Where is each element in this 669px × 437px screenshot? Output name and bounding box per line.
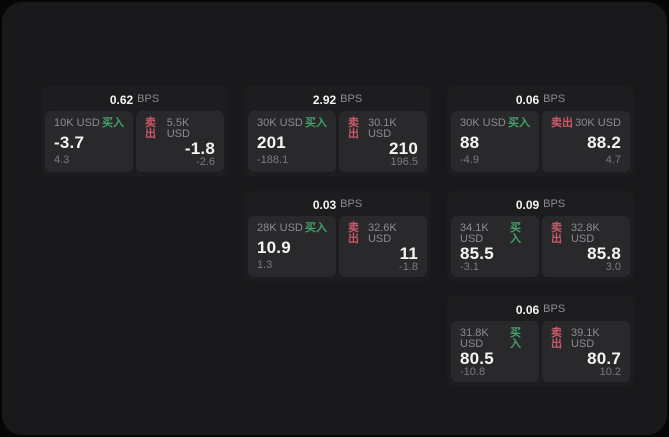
quote-body: 30K USD 买入 201 -188.1 卖出 30.1K USD 210 1… <box>244 111 431 176</box>
spread-header: 2.92 BPS <box>244 86 431 111</box>
spread-header: 0.06 BPS <box>447 86 634 111</box>
sell-price: 80.7 <box>587 349 621 368</box>
buy-sub-value: -10.8 <box>460 366 486 378</box>
quote-card: 0.09 BPS 34.1K USD 买入 85.5 -3.1 卖出 32.8K… <box>447 191 634 281</box>
buy-size-label: 31.8K USD <box>460 327 489 350</box>
spread-value: 2.92 <box>312 92 337 107</box>
sell-size-label: 30K USD <box>575 117 621 129</box>
quote-body: 30K USD 买入 88 -4.9 卖出 30K USD 88.2 4.7 <box>447 111 634 176</box>
sell-side-label: 卖出 <box>348 117 359 140</box>
sell-sub-value: -2.6 <box>196 156 215 168</box>
buy-size-label: 30K USD <box>257 117 303 129</box>
buy-quote-pane[interactable]: 30K USD 买入 201 -188.1 <box>248 111 336 172</box>
sell-size-label: 32.6K USD <box>367 222 397 245</box>
buy-side-label: 买入 <box>102 117 124 129</box>
sell-sub-value: 10.2 <box>599 366 621 378</box>
spread-value: 0.03 <box>312 197 337 212</box>
sell-price: 210 <box>389 139 418 158</box>
sell-sub-value: 3.0 <box>605 261 621 273</box>
buy-price: -3.7 <box>54 132 85 152</box>
spread-value: 0.06 <box>515 302 540 317</box>
buy-size-label: 30K USD <box>460 117 506 129</box>
sell-quote-pane[interactable]: 卖出 30.1K USD 210 196.5 <box>339 111 427 172</box>
sell-size-label: 5.5K USD <box>166 117 190 140</box>
quote-card: 0.06 BPS 31.8K USD 买入 80.5 -10.8 卖出 39.1… <box>447 296 634 386</box>
sell-side-label: 卖出 <box>551 327 562 350</box>
buy-quote-pane[interactable]: 28K USD 买入 10.9 1.3 <box>248 216 336 277</box>
buy-side-label: 买入 <box>508 117 530 129</box>
sell-price: 85.8 <box>587 244 621 263</box>
sell-price: 88.2 <box>587 132 621 152</box>
buy-sub-value: -188.1 <box>257 154 289 166</box>
spread-unit-label: BPS <box>543 303 566 315</box>
spread-value: 0.06 <box>515 92 540 107</box>
sell-sub-value: 4.7 <box>605 154 621 166</box>
buy-side-label: 买入 <box>305 117 327 129</box>
spread-unit-label: BPS <box>340 93 363 105</box>
buy-quote-pane[interactable]: 31.8K USD 买入 80.5 -10.8 <box>451 321 539 382</box>
buy-price: 10.9 <box>257 237 291 257</box>
buy-size-label: 28K USD <box>257 222 303 234</box>
buy-quote-pane[interactable]: 10K USD 买入 -3.7 4.3 <box>45 111 133 172</box>
sell-price: -1.8 <box>184 139 215 158</box>
quote-body: 10K USD 买入 -3.7 4.3 卖出 5.5K USD -1.8 -2.… <box>41 111 228 176</box>
spread-header: 0.06 BPS <box>447 296 634 321</box>
quote-body: 31.8K USD 买入 80.5 -10.8 卖出 39.1K USD 80.… <box>447 321 634 386</box>
buy-side-label: 买入 <box>305 222 327 234</box>
quote-card: 0.06 BPS 30K USD 买入 88 -4.9 卖出 30K USD 8… <box>447 86 634 176</box>
spread-header: 0.09 BPS <box>447 191 634 216</box>
sell-size-label: 32.8K USD <box>570 222 600 245</box>
spread-value: 0.09 <box>515 197 540 212</box>
quote-card: 2.92 BPS 30K USD 买入 201 -188.1 卖出 30.1K … <box>244 86 431 176</box>
sell-price: 11 <box>399 244 418 263</box>
spread-unit-label: BPS <box>543 198 566 210</box>
quote-card: 0.03 BPS 28K USD 买入 10.9 1.3 卖出 32.6K US… <box>244 191 431 281</box>
quote-body: 34.1K USD 买入 85.5 -3.1 卖出 32.8K USD 85.8… <box>447 216 634 281</box>
quote-body: 28K USD 买入 10.9 1.3 卖出 32.6K USD 11 -1.8 <box>244 216 431 281</box>
buy-quote-pane[interactable]: 30K USD 买入 88 -4.9 <box>451 111 539 172</box>
spread-value: 0.62 <box>109 92 134 107</box>
sell-quote-pane[interactable]: 卖出 32.8K USD 85.8 3.0 <box>542 216 630 277</box>
sell-quote-pane[interactable]: 卖出 39.1K USD 80.7 10.2 <box>542 321 630 382</box>
buy-sub-value: 1.3 <box>257 259 273 271</box>
buy-size-label: 34.1K USD <box>460 222 489 245</box>
sell-side-label: 卖出 <box>145 117 156 140</box>
sell-quote-pane[interactable]: 卖出 5.5K USD -1.8 -2.6 <box>136 111 224 172</box>
quote-card: 0.62 BPS 10K USD 买入 -3.7 4.3 卖出 5.5K USD… <box>41 86 228 176</box>
buy-price: 85.5 <box>460 244 494 263</box>
sell-sub-value: -1.8 <box>399 261 418 273</box>
sell-side-label: 卖出 <box>348 222 359 245</box>
buy-price: 201 <box>257 132 286 152</box>
buy-side-label: 买入 <box>510 327 522 350</box>
sell-side-label: 卖出 <box>551 222 562 245</box>
buy-price: 88 <box>460 132 480 152</box>
sell-size-label: 39.1K USD <box>570 327 600 350</box>
sell-size-label: 30.1K USD <box>367 117 397 140</box>
buy-price: 80.5 <box>460 349 494 368</box>
spread-header: 0.62 BPS <box>41 86 228 111</box>
spread-unit-label: BPS <box>137 93 160 105</box>
sell-quote-pane[interactable]: 卖出 30K USD 88.2 4.7 <box>542 111 630 172</box>
buy-quote-pane[interactable]: 34.1K USD 买入 85.5 -3.1 <box>451 216 539 277</box>
buy-sub-value: 4.3 <box>54 154 70 166</box>
buy-sub-value: -3.1 <box>460 261 479 273</box>
sell-side-label: 卖出 <box>551 117 573 129</box>
spread-unit-label: BPS <box>340 198 363 210</box>
buy-sub-value: -4.9 <box>460 154 479 166</box>
spread-unit-label: BPS <box>543 93 566 105</box>
spread-header: 0.03 BPS <box>244 191 431 216</box>
sell-sub-value: 196.5 <box>390 156 418 168</box>
buy-size-label: 10K USD <box>54 117 100 129</box>
sell-quote-pane[interactable]: 卖出 32.6K USD 11 -1.8 <box>339 216 427 277</box>
buy-side-label: 买入 <box>510 222 522 245</box>
